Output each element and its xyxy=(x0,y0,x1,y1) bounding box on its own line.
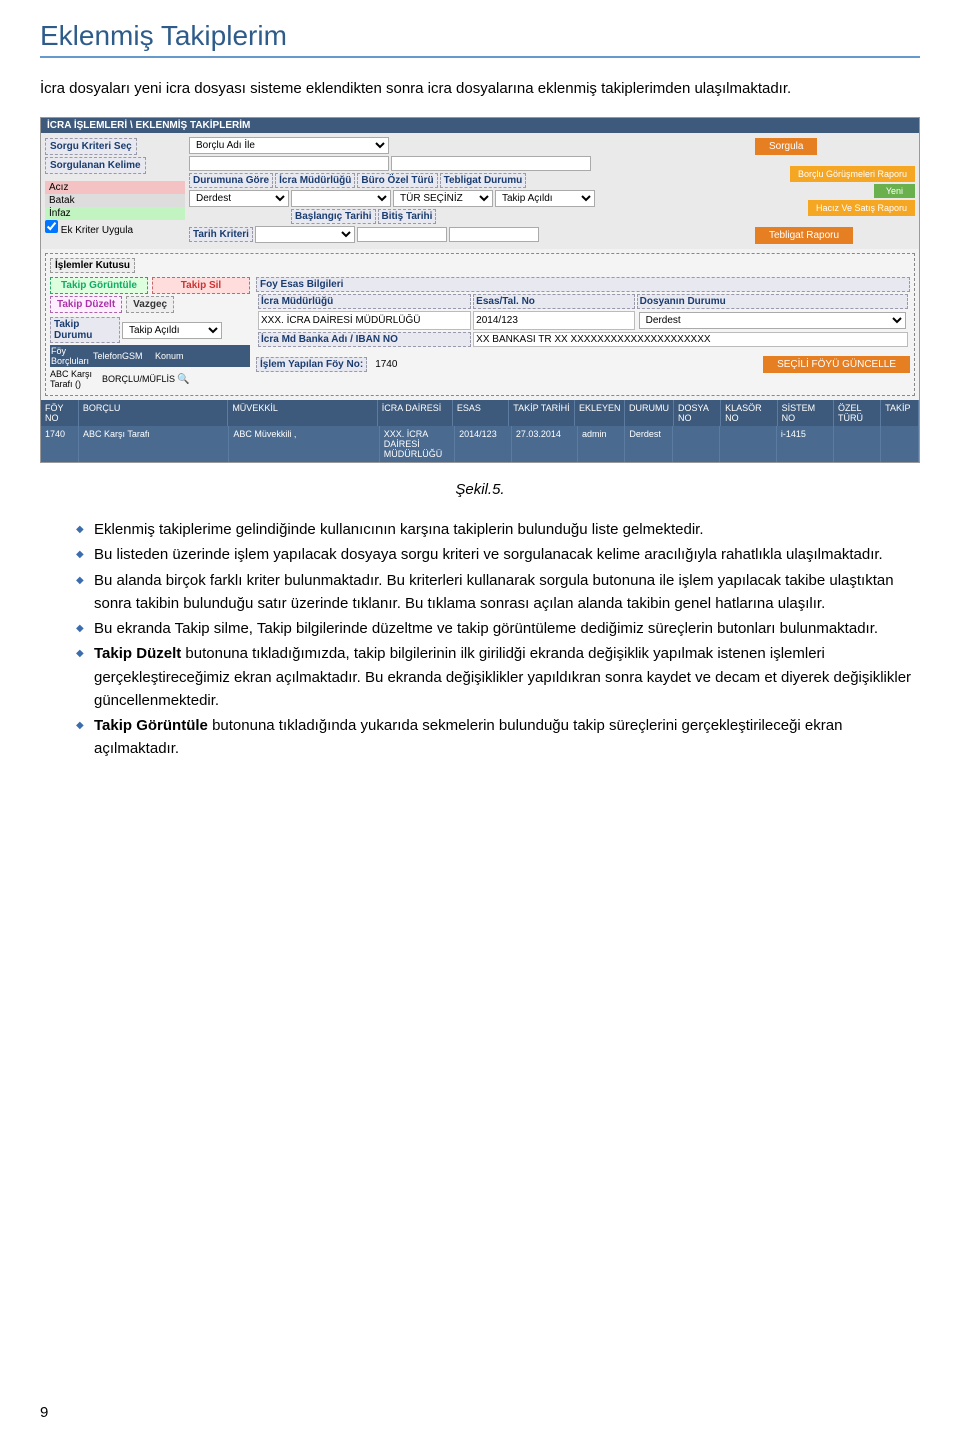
breadcrumb: İCRA İŞLEMLERİ \ EKLENMİŞ TAKİPLERİM xyxy=(41,118,919,133)
page-title: Eklenmiş Takiplerim xyxy=(40,20,920,58)
durumuna-gore-label: Durumuna Göre xyxy=(189,173,273,188)
icra-mud-label: İcra Müdürlüğü xyxy=(275,173,355,188)
sorgu-kriteri-select[interactable]: Borçlu Adı İle xyxy=(189,137,389,154)
foy-esas-label: Foy Esas Bilgileri xyxy=(256,277,910,292)
islem-foy-value: 1740 xyxy=(369,359,403,370)
search-panel: Sorgu Kriteri Seç Sorgulanan Kelime Acız… xyxy=(41,133,919,249)
takip-durumu-select[interactable]: Takip Açıldı xyxy=(122,322,222,339)
tebligat-select[interactable]: Takip Açıldı xyxy=(495,190,595,207)
esas-tal-label: Esas/Tal. No xyxy=(473,294,635,309)
list-item: Bu alanda birçok farklı kriter bulunmakt… xyxy=(76,569,920,616)
takip-sil-button[interactable]: Takip Sil xyxy=(152,277,250,294)
list-item: Takip Görüntüle butonuna tıkladığında yu… xyxy=(76,714,920,761)
list-item: Takip Düzelt butonuna tıkladığımızda, ta… xyxy=(76,642,920,712)
rapor-tebligat-button[interactable]: Tebligat Raporu xyxy=(755,227,853,244)
list-item: Eklenmiş takiplerime gelindiğinde kullan… xyxy=(76,518,920,541)
bitis-label: Bitiş Tarihi xyxy=(378,209,437,224)
telefon-gsm-label: TelefonGSM xyxy=(93,351,153,361)
buro-ozel-select[interactable]: TÜR SEÇİNİZ xyxy=(393,190,493,207)
konum-label: Konum xyxy=(155,351,184,361)
ek-kriter-checkbox[interactable]: Ek Kriter Uygula xyxy=(45,225,133,236)
status-infaz: İnfaz xyxy=(45,207,185,220)
list-item: Bu listeden üzerinde işlem yapılacak dos… xyxy=(76,543,920,566)
islemler-kutusu: İşlemler Kutusu Takip Görüntüle Takip Si… xyxy=(45,253,915,396)
iban-value: XX BANKASI TR XX XXXXXXXXXXXXXXXXXXXXX xyxy=(473,332,908,347)
vazgec-button[interactable]: Vazgeç xyxy=(126,296,174,313)
tebligat-label: Tebligat Durumu xyxy=(440,173,527,188)
secili-foy-guncelle-button[interactable]: SEÇİLİ FÖYÜ GÜNCELLE xyxy=(763,356,910,373)
table-row[interactable]: 1740 ABC Karşı Tarafı ABC Müvekkili , XX… xyxy=(41,426,919,462)
iban-label: İcra Md Banka Adı / IBAN NO xyxy=(258,332,471,347)
baslangic-input[interactable] xyxy=(357,227,447,242)
borclu-muflis-label: BORÇLU/MÜFLİS xyxy=(102,374,175,384)
table-header: FÖY NO BORÇLU MÜVEKKİL İCRA DAİRESİ ESAS… xyxy=(41,400,919,426)
takip-durumu-label: Takip Durumu xyxy=(50,317,120,343)
bullet-list: Eklenmiş takiplerime gelindiğinde kullan… xyxy=(76,518,920,761)
intro-paragraph: İcra dosyaları yeni icra dosyası sisteme… xyxy=(40,78,920,99)
sorgu-kriteri-label: Sorgu Kriteri Seç xyxy=(45,138,137,155)
dosya-durumu-label: Dosyanın Durumu xyxy=(637,294,908,309)
baslangic-label: Başlangıç Tarihi xyxy=(291,209,376,224)
icra-mud-select[interactable] xyxy=(291,190,391,207)
dosya-durumu-select[interactable]: Derdest xyxy=(639,312,906,329)
foy-borclulari-label: Föy Borçluları xyxy=(51,346,91,366)
durumuna-gore-select[interactable]: Derdest xyxy=(189,190,289,207)
sorgulanan-kelime-input-2[interactable] xyxy=(391,156,591,171)
takip-goruntule-button[interactable]: Takip Görüntüle xyxy=(50,277,148,294)
tarih-kriteri-label: Tarih Kriteri xyxy=(189,227,253,242)
sorgulanan-kelime-label: Sorgulanan Kelime xyxy=(45,157,146,174)
list-item: Bu ekranda Takip silme, Takip bilgilerin… xyxy=(76,617,920,640)
abc-karsi-label: ABC Karşı Tarafı () xyxy=(50,369,100,389)
search-icon[interactable]: 🔍 xyxy=(177,374,189,385)
status-aciz: Acız xyxy=(45,181,185,194)
page-number: 9 xyxy=(40,1404,48,1421)
sorgulanan-kelime-input[interactable] xyxy=(189,156,389,171)
islem-foy-label: İşlem Yapılan Föy No: xyxy=(256,357,367,372)
icra-mudurlugu2-value: XXX. İCRA DAİRESİ MÜDÜRLÜĞÜ xyxy=(258,311,471,330)
buro-ozel-label: Büro Özel Türü xyxy=(357,173,437,188)
islemler-kutusu-title: İşlemler Kutusu xyxy=(50,258,135,273)
app-screenshot: İCRA İŞLEMLERİ \ EKLENMİŞ TAKİPLERİM Sor… xyxy=(40,117,920,463)
icra-mudurlugu2-label: İcra Müdürlüğü xyxy=(258,294,471,309)
status-batak: Batak xyxy=(45,194,185,207)
sorgula-button[interactable]: Sorgula xyxy=(755,138,817,155)
esas-tal-value: 2014/123 xyxy=(473,311,635,330)
rapor-yeni-button[interactable]: Yeni xyxy=(874,184,915,198)
rapor-borclu-button[interactable]: Borçlu Görüşmeleri Raporu xyxy=(790,166,915,182)
rapor-haciz-button[interactable]: Hacız Ve Satış Raporu xyxy=(808,200,915,216)
figure-caption: Şekil.5. xyxy=(40,481,920,498)
tarih-kriteri-select[interactable] xyxy=(255,226,355,243)
bitis-input[interactable] xyxy=(449,227,539,242)
takip-duzelt-button[interactable]: Takip Düzelt xyxy=(50,296,122,313)
